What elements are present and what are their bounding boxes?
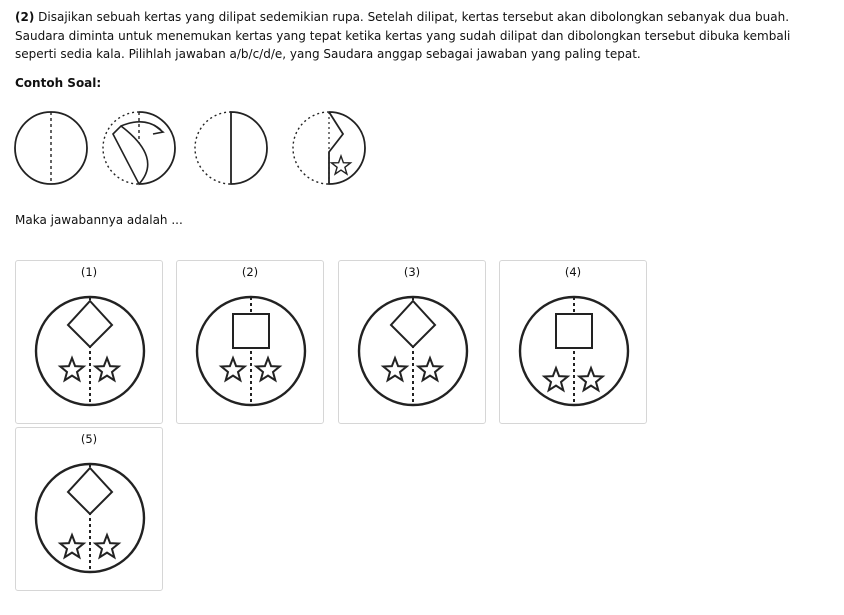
diamond-hole-icon (389, 299, 437, 349)
option-2-figure (195, 295, 307, 407)
answer-option-1[interactable]: (1) (15, 260, 163, 424)
star-hole-icon (92, 355, 122, 383)
example-step-3-folded (194, 111, 268, 185)
star-hole-icon (541, 365, 571, 393)
example-label: Contoh Soal: (15, 76, 102, 90)
star-punch-icon (329, 153, 353, 176)
answer-option-4[interactable]: (4) (499, 260, 647, 424)
answer-prompt: Maka jawabannya adalah ... (15, 213, 183, 227)
diamond-hole-icon (66, 299, 114, 349)
star-hole-icon (415, 355, 445, 383)
diamond-hole-icon (66, 466, 114, 516)
example-step-2-folding (102, 111, 176, 186)
answer-option-5[interactable]: (5) (15, 427, 163, 591)
option-label: (4) (564, 265, 582, 279)
square-hole-icon (232, 313, 270, 349)
star-hole-icon (576, 365, 606, 393)
option-label: (5) (80, 432, 98, 446)
option-5-figure (34, 462, 146, 574)
star-hole-icon (92, 532, 122, 560)
square-hole-icon (555, 313, 593, 349)
answer-option-3[interactable]: (3) (338, 260, 486, 424)
option-label: (1) (80, 265, 98, 279)
option-1-figure (34, 295, 146, 407)
option-4-figure (518, 295, 630, 407)
question-text-block: (2) Disajikan sebuah kertas yang dilipat… (15, 8, 815, 64)
star-hole-icon (380, 355, 410, 383)
star-hole-icon (253, 355, 283, 383)
question-number: (2) (15, 10, 35, 24)
option-label: (3) (403, 265, 421, 279)
option-3-figure (357, 295, 469, 407)
answer-option-2[interactable]: (2) (176, 260, 324, 424)
star-hole-icon (218, 355, 248, 383)
example-step-4-punched (292, 111, 366, 185)
option-label: (2) (241, 265, 259, 279)
example-step-1-paper (14, 111, 88, 185)
example-folding-sequence (14, 111, 366, 186)
star-hole-icon (57, 355, 87, 383)
question-body: Disajikan sebuah kertas yang dilipat sed… (15, 10, 791, 61)
star-hole-icon (57, 532, 87, 560)
